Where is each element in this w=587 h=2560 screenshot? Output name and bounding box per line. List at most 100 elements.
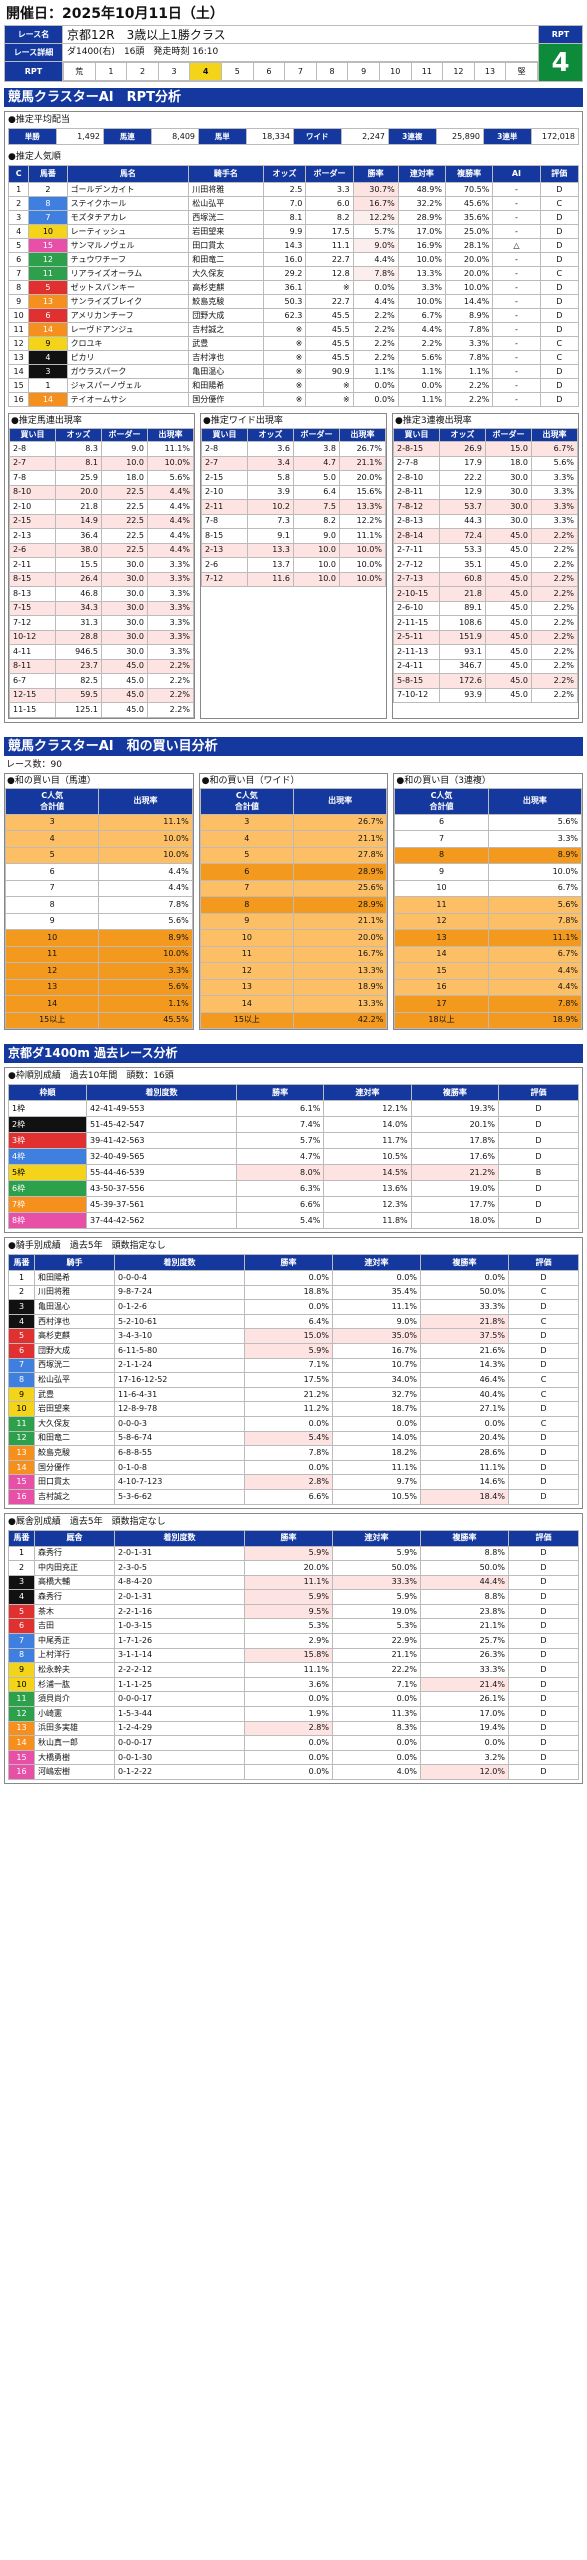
sum-rate: 42.2% — [292, 1011, 388, 1029]
est-cell: 5.6% — [531, 455, 578, 471]
bet-combo: 8-15 — [9, 571, 56, 587]
est-cell: 21.8 — [439, 586, 486, 602]
payout-value: 2,247 — [340, 128, 389, 145]
frame-cell: 8.0% — [235, 1164, 325, 1181]
trainers-cell: 1-5-3-44 — [114, 1706, 245, 1722]
est-cell: 22.2 — [439, 470, 486, 486]
popularity-cell: - — [492, 308, 541, 323]
jockey-name: 鮫島克駿 — [188, 294, 264, 309]
jockeys-cell: D — [508, 1488, 579, 1505]
trainers-cell: 5.3% — [244, 1618, 333, 1635]
sum-header: C人気 合計値 — [199, 787, 295, 815]
race-detail: ダ1400(右) 16頭 発走時刻 16:10 — [62, 43, 539, 62]
est-cell: 31.3 — [55, 615, 102, 631]
popularity-cell: 0.0% — [352, 280, 399, 295]
sum-rate: 20.0% — [292, 929, 388, 947]
est-cell: 3.3% — [531, 499, 578, 515]
trainers-row: 11 須貝尚介 0-0-0-17 0.0% 0.0% 26.1% D — [8, 1691, 579, 1708]
jockeys-cell: 5.4% — [244, 1430, 333, 1447]
trainers-cell: 44.4% — [420, 1574, 509, 1591]
sum-wide-title: ●和の買い目（ワイド） — [201, 775, 300, 786]
bet-combo: 2-7-8 — [393, 455, 440, 471]
est-row: 7-12 31.3 30.0 3.3% — [9, 615, 194, 631]
popularity-cell: 10.0% — [397, 294, 447, 309]
bet-combo: 7-10-12 — [393, 687, 440, 703]
trainers-cell: 1-1-1-25 — [114, 1676, 245, 1693]
est-cell: 45.0 — [485, 557, 532, 573]
bet-combo: 8-11 — [9, 658, 56, 674]
sum-value: 6 — [199, 863, 295, 881]
popularity-header: 馬番 — [28, 165, 68, 183]
sum-row: 4 21.1% — [199, 830, 388, 848]
est-cell: 30.0 — [485, 513, 532, 529]
popularity-cell: - — [492, 182, 541, 197]
popularity-cell: 12.8 — [305, 266, 354, 281]
jockeys-row: 11 大久保友 0-0-0-3 0.0% 0.0% 0.0% C — [8, 1415, 579, 1432]
est-row: 7-15 34.3 30.0 3.3% — [9, 600, 194, 616]
popularity-cell: 25.0% — [444, 224, 494, 239]
sum-row: 3 26.7% — [199, 813, 388, 831]
est-header: 出現率 — [339, 428, 386, 442]
trainers-cell: D — [508, 1676, 579, 1693]
est-cell: 30.0 — [101, 586, 148, 602]
sum-rate: 4.4% — [98, 879, 193, 897]
est-cell: 45.0 — [485, 687, 532, 703]
popularity-cell: 1 — [7, 182, 30, 197]
trainers-cell: D — [508, 1545, 579, 1562]
bet-combo: 7-8 — [9, 470, 56, 486]
est-cell: 13.3 — [247, 542, 294, 558]
jockeys-cell: 6.6% — [244, 1488, 333, 1505]
trainers-cell: 13 — [8, 1720, 35, 1737]
trainers-row: 8 上村洋行 3-1-1-14 15.8% 21.1% 26.3% D — [8, 1647, 579, 1664]
popularity-header: 騎手名 — [188, 165, 264, 183]
bet-combo: 2-6 — [9, 542, 56, 558]
est-header: オッズ — [55, 428, 102, 442]
sum-value: 15以上 — [4, 1011, 100, 1029]
trainers-cell: 14 — [8, 1735, 35, 1751]
trainers-cell: 2-0-1-31 — [114, 1545, 245, 1562]
sum-row: 13 11.1% — [394, 929, 583, 947]
sum-rate: 18.9% — [292, 978, 388, 996]
est-cell: 2.2% — [531, 557, 578, 573]
popularity-cell: D — [539, 182, 580, 197]
est-cell: 172.6 — [439, 673, 486, 689]
horse-name: サンライズブレイク — [66, 294, 190, 309]
popularity-cell: 10 — [28, 224, 68, 239]
sum-row: 11 5.6% — [394, 896, 583, 914]
trainers-cell: 20.0% — [244, 1560, 333, 1576]
est-cell: 44.3 — [439, 513, 486, 529]
frame-label: 2枠 — [8, 1116, 87, 1133]
sum-row: 18以上 18.9% — [394, 1011, 583, 1029]
sum-rate: 4.4% — [98, 863, 193, 881]
est-cell: 2.2% — [147, 687, 194, 703]
popularity-cell: D — [539, 364, 580, 379]
est-cell: 22.5 — [101, 528, 148, 544]
popularity-cell: 2.2% — [352, 322, 399, 337]
sum-row: 6 4.4% — [4, 863, 193, 881]
est-cell: 18.0 — [101, 470, 148, 486]
sum-row: 8 8.9% — [394, 846, 583, 864]
horse-name: レーヴドアンジュ — [66, 322, 190, 337]
sum-value: 13 — [199, 978, 295, 996]
sum-header: C人気 合計値 — [394, 787, 489, 815]
est-row: 8-15 26.4 30.0 3.3% — [9, 571, 194, 587]
jockeys-cell: 6.4% — [244, 1313, 333, 1330]
horse-name: ゴールデンカイト — [66, 182, 190, 197]
est-cell: 9.0 — [293, 528, 340, 544]
trainers-cell: 15 — [8, 1749, 35, 1766]
est-cell: 3.4 — [247, 455, 294, 471]
trainers-cell: 2 — [8, 1560, 35, 1576]
trainers-cell: 8.8% — [420, 1589, 509, 1605]
popularity-cell: 13 — [28, 294, 68, 309]
frame-row: 3枠 39-41-42-563 5.7% 11.7% 17.8% D — [8, 1132, 579, 1149]
est-cell: 2.2% — [531, 658, 578, 674]
jockeys-cell: 37.5% — [420, 1328, 509, 1344]
frame-cell: 4.7% — [235, 1148, 325, 1165]
bet-combo: 2-13 — [9, 528, 56, 544]
sum-value: 3 — [199, 813, 295, 831]
trainers-cell: 5.3% — [332, 1618, 421, 1635]
sum-value: 15 — [394, 962, 489, 980]
jockeys-cell: C — [508, 1415, 579, 1432]
jockeys-cell: 14 — [8, 1459, 35, 1476]
popularity-cell: 1 — [28, 378, 68, 393]
